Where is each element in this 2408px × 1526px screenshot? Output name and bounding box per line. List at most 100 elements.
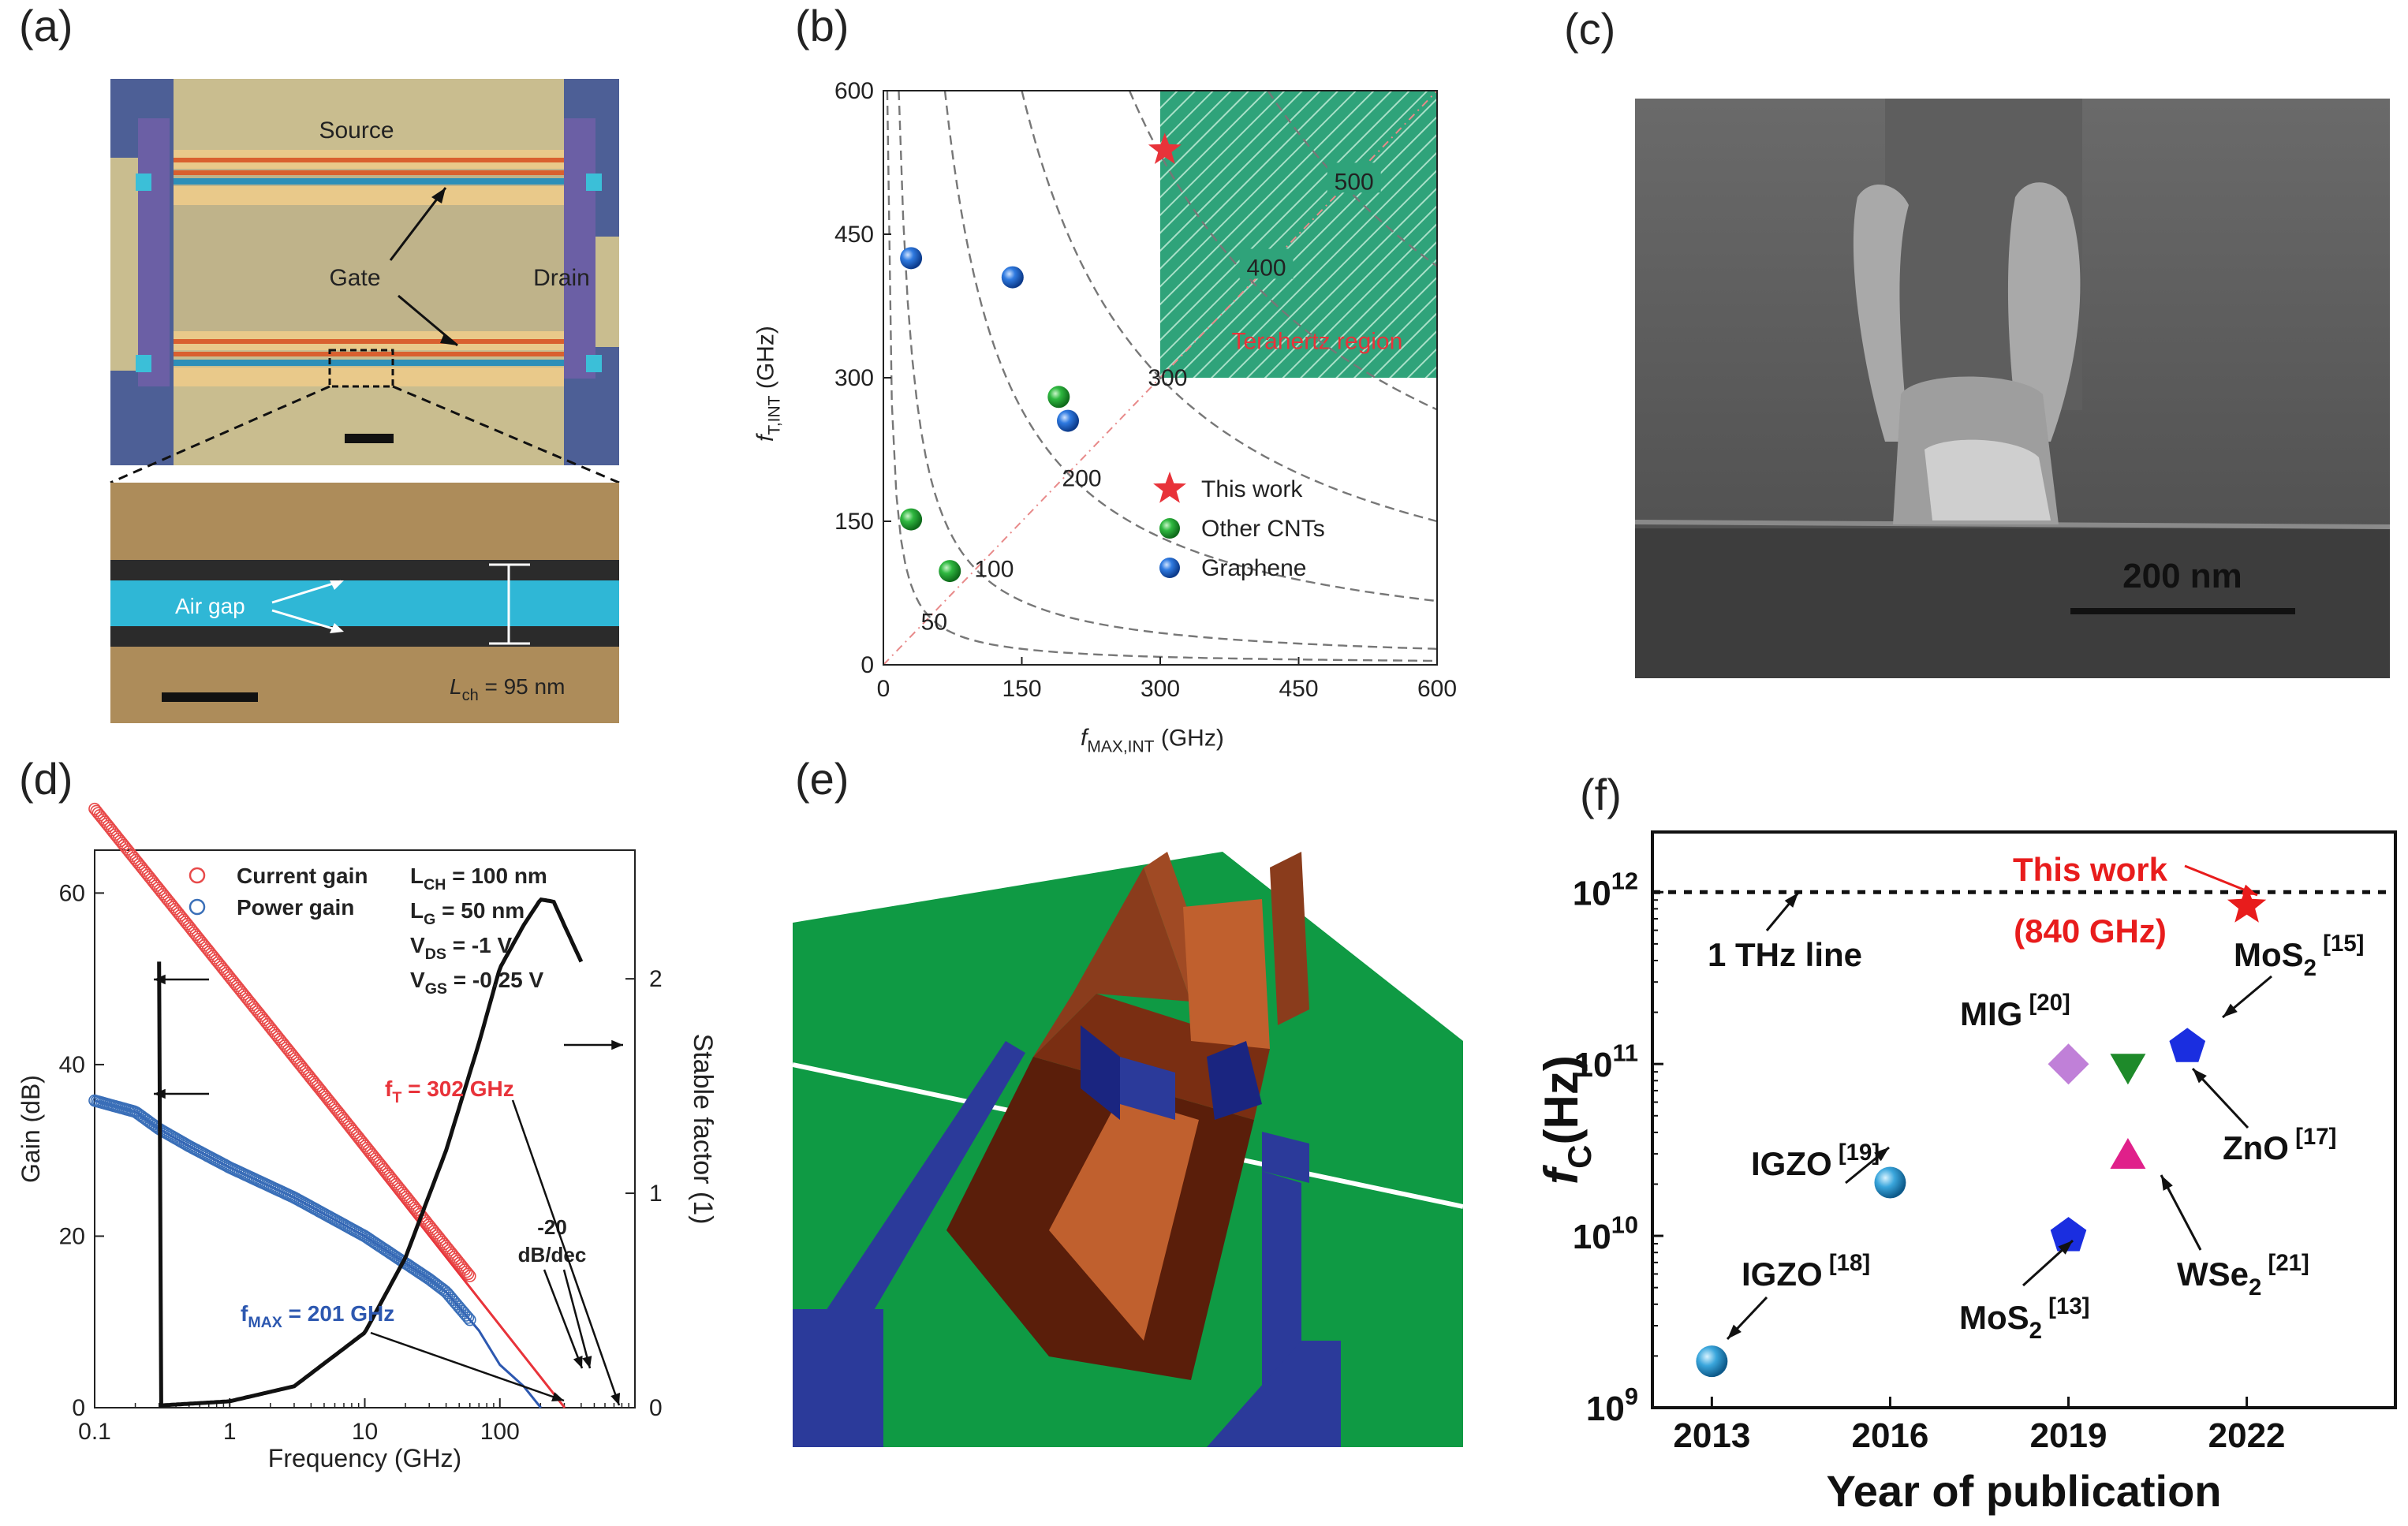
x-tick-label-100: 100 xyxy=(480,1419,520,1445)
y-tick-label-12: 1012 xyxy=(1573,867,1638,912)
y-tick-label-0: 0 xyxy=(861,652,874,678)
air-gap-label: Air gap xyxy=(175,594,245,618)
point-this-work-7 xyxy=(2227,885,2267,923)
legend-label-2: Graphene xyxy=(1201,555,1306,581)
contour-500 xyxy=(1267,90,1438,267)
point-this-work xyxy=(1148,132,1182,164)
y-right-axis-label: Stable factor (1) xyxy=(688,1034,718,1225)
left-via xyxy=(138,118,170,386)
y-tick-label-450: 450 xyxy=(834,222,874,248)
igzo18-label: IGZO [18] xyxy=(1742,1250,1870,1293)
power-gain-point xyxy=(461,1311,475,1324)
contour-label-300: 300 xyxy=(1148,365,1187,391)
arrow-wse2-head xyxy=(2161,1175,2173,1191)
mos2-13-label: MoS2 [13] xyxy=(1959,1293,2089,1344)
point-wse2-5 xyxy=(2110,1138,2146,1169)
fmax-label: fMAX = 201 GHz xyxy=(241,1301,394,1331)
arrow-this-work-head xyxy=(2242,884,2257,895)
y-tick-label-10: 1010 xyxy=(1573,1211,1638,1256)
gate-finger-top xyxy=(174,158,564,162)
arrow-ft xyxy=(511,1099,621,1406)
ft-label: fT = 302 GHz xyxy=(385,1076,514,1106)
point-mig-3 xyxy=(2048,1043,2089,1085)
y-right-tick-label-0: 0 xyxy=(649,1395,663,1421)
y-tick-label-11: 1011 xyxy=(1574,1039,1638,1084)
arrow-mos2-13-head xyxy=(2058,1241,2073,1255)
contour-300 xyxy=(1021,90,1438,523)
y-left-tick-label-20: 20 xyxy=(59,1223,85,1249)
sem-sidewall-right xyxy=(2007,182,2081,442)
legend-marker-1 xyxy=(189,898,206,916)
arrow-slope-1 xyxy=(543,1269,584,1369)
y-tick-label-150: 150 xyxy=(834,509,874,535)
drain-label: Drain xyxy=(533,265,590,291)
x-tick-label-0.1: 0.1 xyxy=(78,1419,111,1445)
legend-marker-0 xyxy=(189,867,206,884)
chart-d: 0.1 1 10 100 0 20 40 60 0 1 2 Frequency (GHz) Gain (… xyxy=(17,802,718,1472)
lch-label: Lch = 95 nm xyxy=(450,674,565,704)
slope-label-1: -20 xyxy=(537,1215,567,1239)
y-axis-label: fC(Hz) xyxy=(1535,1055,1598,1185)
panel-label-b: (b) xyxy=(795,1,849,50)
point-graphene-2 xyxy=(1057,409,1079,432)
x-tick-label-2022: 2022 xyxy=(2208,1416,2286,1455)
y-left-tick-label-40: 40 xyxy=(59,1052,85,1078)
mos2-15-label: MoS2 [15] xyxy=(2234,931,2364,981)
arrow-slope-2-head xyxy=(582,1356,592,1368)
legend-label-0: This work xyxy=(1201,476,1303,502)
point-zno-4 xyxy=(2110,1054,2146,1085)
power-gain-point xyxy=(460,1309,472,1322)
arrow-igzo19-head xyxy=(1874,1147,1889,1162)
current-gain-point xyxy=(461,1267,475,1281)
bottom-pad xyxy=(174,331,564,465)
point-other-cnts-1 xyxy=(939,560,961,583)
scale-bar-top xyxy=(345,434,394,443)
arrow-stable-factor-axis-head xyxy=(611,1039,623,1050)
panel-c-sem: 200 nm xyxy=(1634,99,2391,678)
y-tick-label-9: 109 xyxy=(1586,1382,1638,1428)
x-axis-label: Frequency (GHz) xyxy=(268,1444,461,1472)
air-gap xyxy=(110,580,619,626)
zoom-box xyxy=(328,349,394,388)
arrow-fmax xyxy=(370,1331,565,1402)
y-axis-label: fT,INT (GHz) xyxy=(752,326,783,442)
arrow-ft-head xyxy=(610,1393,621,1405)
arrow-igzo18-head xyxy=(1727,1324,1742,1339)
power-gain-point xyxy=(463,1313,476,1326)
source-label: Source xyxy=(319,118,394,144)
point-graphene-0 xyxy=(900,247,923,270)
condition-1: LG = 50 nm xyxy=(410,898,525,928)
arrow-slope-2 xyxy=(562,1269,592,1369)
point-graphene-1 xyxy=(1001,266,1024,289)
contour-400 xyxy=(1128,90,1438,411)
arrow-mos2-15-head xyxy=(2223,1003,2238,1017)
terahertz-region xyxy=(1160,91,1437,378)
x-tick-label-1: 1 xyxy=(223,1419,237,1445)
point-igzo-1 xyxy=(1874,1166,1906,1199)
gate-top-strip xyxy=(1183,899,1270,1049)
legend-label-1: Other CNTs xyxy=(1201,516,1325,542)
arrow-thz-head xyxy=(1784,893,1798,908)
contour-200 xyxy=(943,90,1438,603)
x-tick-label-450: 450 xyxy=(1279,676,1318,702)
legend-label-0: Current gain xyxy=(237,864,368,888)
contour-label-bg-500 xyxy=(1327,162,1381,193)
arrow-fmax-head xyxy=(551,1392,564,1401)
current-gain-point xyxy=(460,1265,473,1278)
x-tick-label-300: 300 xyxy=(1141,676,1180,702)
y-right-tick-label-2: 2 xyxy=(649,966,663,992)
chart-f: 2013 2016 2019 2022 109 1010 1011 1012 Year of p… xyxy=(1535,830,2397,1516)
contour-50 xyxy=(886,90,1437,662)
thz-line-label: 1 THz line xyxy=(1708,936,1862,973)
contour-label-500: 500 xyxy=(1335,169,1374,195)
sem-sidewall-left xyxy=(1853,184,1909,442)
this-work-label: This work xyxy=(2013,851,2168,888)
x-tick-label-2016: 2016 xyxy=(1851,1416,1928,1455)
panel-a-micrograph: Source Gate Drain Air gap Lch = 95 nm xyxy=(110,79,620,723)
arrow-zno-head xyxy=(2193,1069,2207,1084)
panel-label-e: (e) xyxy=(795,754,849,804)
zno-label: ZnO [17] xyxy=(2223,1124,2336,1166)
contour-label-100: 100 xyxy=(974,557,1014,583)
arrow-current-gain-axis-head xyxy=(154,974,166,985)
